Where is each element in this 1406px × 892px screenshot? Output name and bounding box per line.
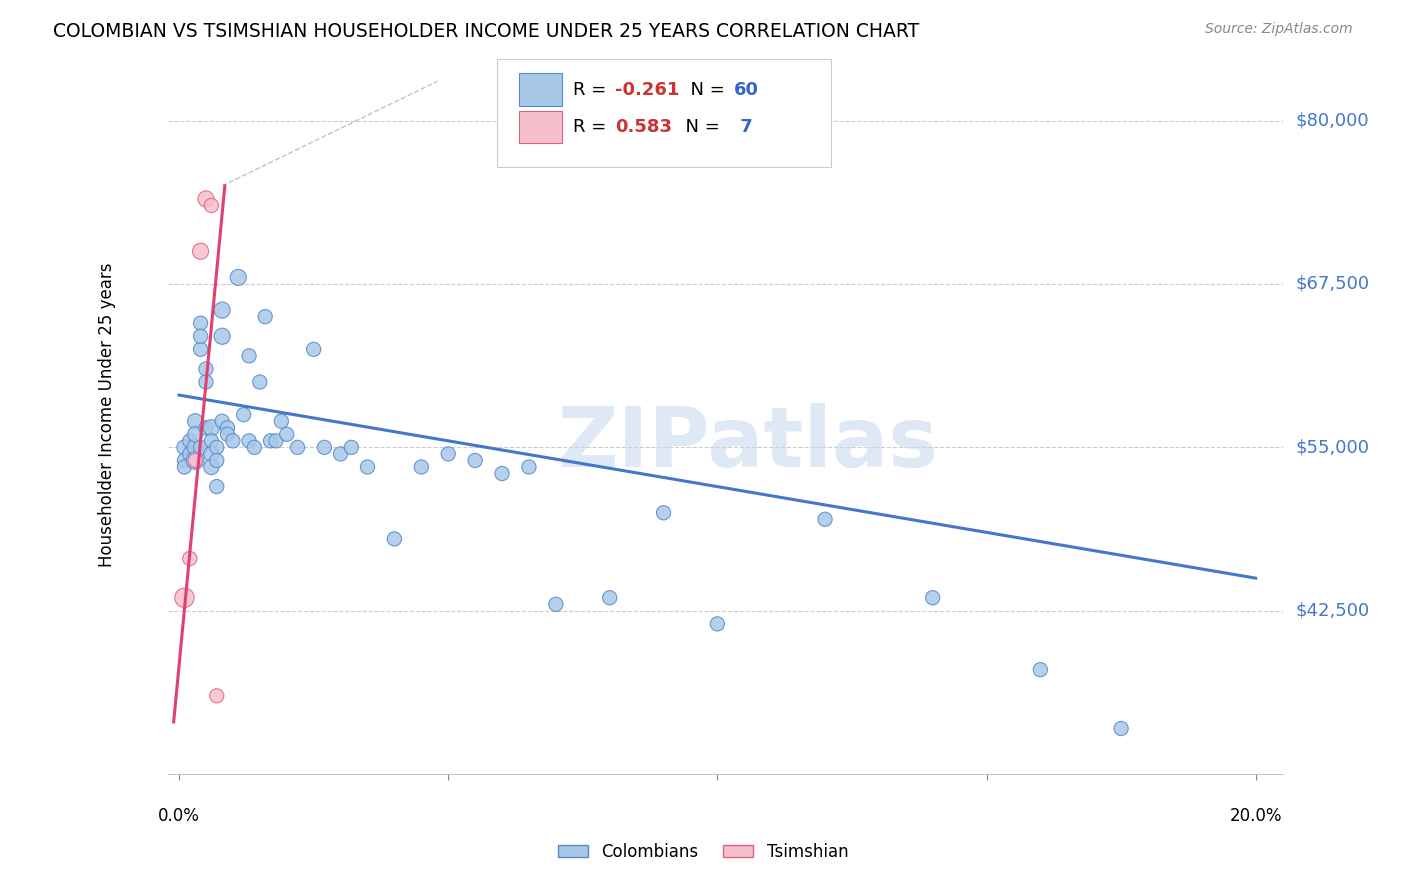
Text: Source: ZipAtlas.com: Source: ZipAtlas.com: [1205, 22, 1353, 37]
Point: [491, 467, 513, 481]
Point: [411, 460, 433, 475]
Point: [179, 551, 201, 566]
Point: [517, 460, 540, 475]
Point: [200, 460, 222, 475]
Point: [302, 343, 325, 357]
Point: [194, 192, 217, 206]
Point: [205, 480, 228, 494]
Point: [184, 414, 207, 428]
Point: [270, 414, 292, 428]
Point: [194, 421, 217, 435]
Point: [814, 512, 837, 526]
Point: [190, 441, 212, 455]
Point: [173, 460, 195, 475]
Text: N =: N =: [679, 80, 730, 99]
Point: [232, 408, 254, 422]
Point: [205, 441, 228, 455]
Point: [329, 447, 352, 461]
FancyBboxPatch shape: [519, 111, 561, 144]
Point: [211, 414, 233, 428]
Point: [179, 447, 201, 461]
Point: [238, 349, 260, 363]
Point: [254, 310, 277, 324]
Text: R =: R =: [572, 80, 612, 99]
Point: [190, 329, 212, 343]
Point: [190, 316, 212, 330]
Point: [243, 441, 266, 455]
Text: $80,000: $80,000: [1296, 112, 1369, 129]
Point: [276, 427, 298, 442]
Point: [211, 303, 233, 318]
Text: 0.0%: 0.0%: [157, 807, 200, 825]
Text: 60: 60: [734, 80, 759, 99]
Point: [190, 343, 212, 357]
Point: [184, 441, 207, 455]
Text: 0.583: 0.583: [614, 118, 672, 136]
Text: $67,500: $67,500: [1296, 275, 1369, 293]
Point: [200, 434, 222, 448]
FancyBboxPatch shape: [519, 73, 561, 106]
Point: [173, 453, 195, 467]
Point: [184, 427, 207, 442]
Point: [706, 616, 728, 631]
Point: [200, 447, 222, 461]
Text: ZIPatlas: ZIPatlas: [557, 403, 938, 484]
Point: [226, 270, 249, 285]
Point: [652, 506, 675, 520]
Point: [238, 434, 260, 448]
Point: [464, 453, 486, 467]
Point: [249, 375, 271, 389]
Point: [314, 441, 336, 455]
Text: 7: 7: [734, 118, 754, 136]
Point: [217, 427, 239, 442]
Point: [340, 441, 363, 455]
Point: [921, 591, 943, 605]
Point: [356, 460, 378, 475]
Point: [184, 453, 207, 467]
Point: [544, 597, 567, 611]
Point: [1029, 663, 1052, 677]
Text: N =: N =: [675, 118, 725, 136]
Point: [222, 434, 245, 448]
Point: [200, 198, 222, 212]
Point: [173, 591, 195, 605]
Point: [173, 441, 195, 455]
Point: [190, 244, 212, 259]
Point: [217, 421, 239, 435]
Point: [200, 421, 222, 435]
Text: $42,500: $42,500: [1296, 602, 1371, 620]
Point: [205, 689, 228, 703]
Point: [1109, 722, 1132, 736]
Point: [382, 532, 405, 546]
Text: 20.0%: 20.0%: [1229, 807, 1282, 825]
Text: Householder Income Under 25 years: Householder Income Under 25 years: [98, 262, 117, 567]
Point: [259, 434, 281, 448]
Text: R =: R =: [572, 118, 612, 136]
Point: [287, 441, 309, 455]
Point: [437, 447, 460, 461]
FancyBboxPatch shape: [496, 59, 831, 167]
Text: COLOMBIAN VS TSIMSHIAN HOUSEHOLDER INCOME UNDER 25 YEARS CORRELATION CHART: COLOMBIAN VS TSIMSHIAN HOUSEHOLDER INCOM…: [53, 22, 920, 41]
Legend: Colombians, Tsimshian: Colombians, Tsimshian: [551, 837, 855, 868]
Point: [194, 362, 217, 376]
Point: [211, 329, 233, 343]
Point: [205, 453, 228, 467]
Point: [179, 434, 201, 448]
Text: $55,000: $55,000: [1296, 438, 1369, 457]
Text: -0.261: -0.261: [614, 80, 679, 99]
Point: [599, 591, 621, 605]
Point: [184, 453, 207, 467]
Point: [194, 375, 217, 389]
Point: [264, 434, 287, 448]
